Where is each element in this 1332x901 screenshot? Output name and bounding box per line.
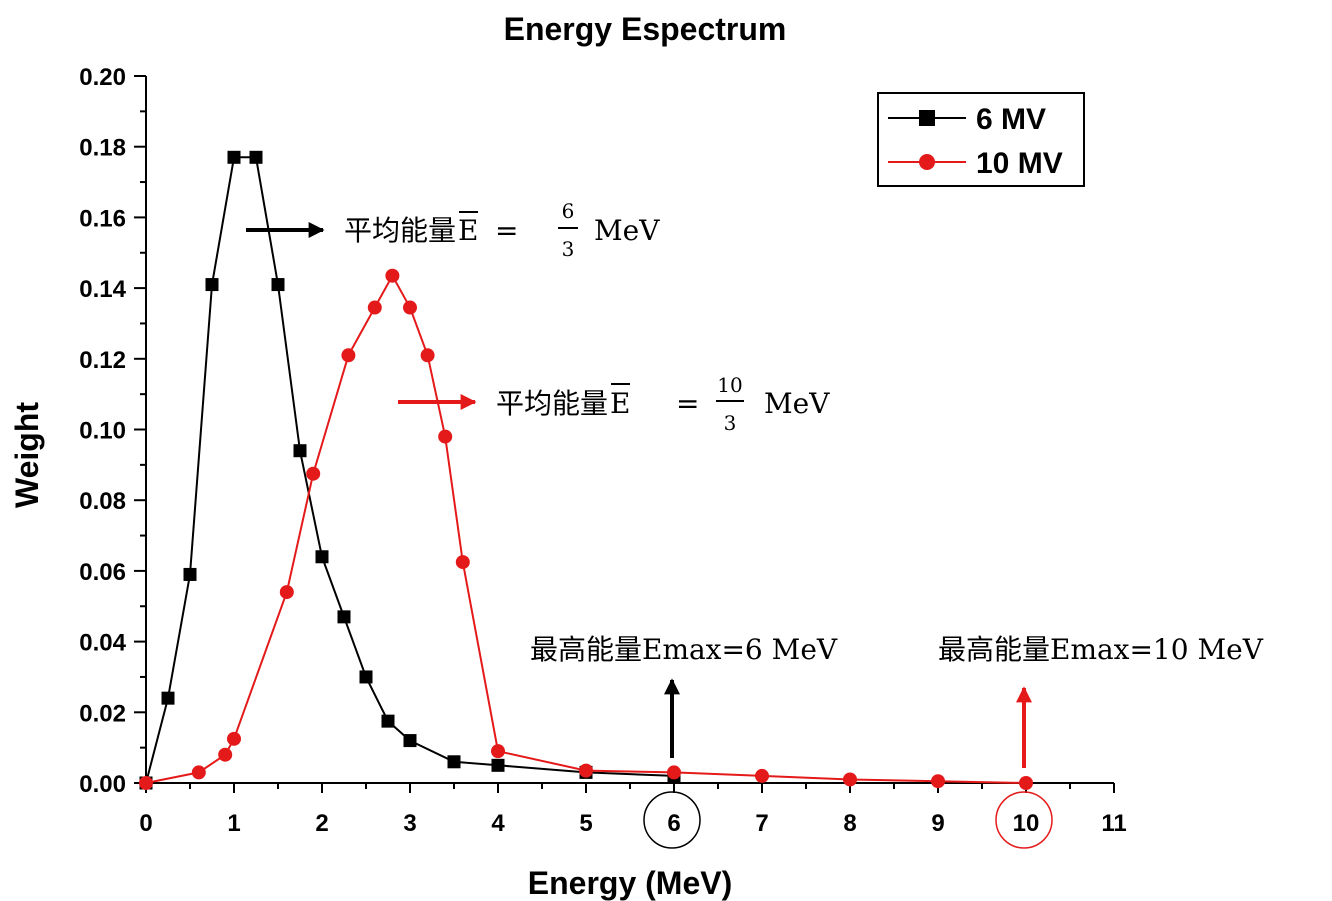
- y-tick-label: 0.02: [79, 700, 126, 727]
- data-point-10mv: [579, 763, 593, 778]
- x-tick-label: 4: [491, 810, 505, 837]
- x-tick-label: 6: [667, 810, 680, 837]
- max-6mv-label: 最高能量Emax=6 MeV: [530, 633, 838, 666]
- data-point-6mv: [403, 734, 417, 748]
- y-tick-label: 0.04: [79, 630, 126, 657]
- data-point-10mv: [385, 268, 400, 283]
- data-point-10mv: [306, 466, 321, 481]
- data-point-6mv: [293, 444, 307, 458]
- y-tick-label: 0.20: [79, 64, 126, 91]
- chart-title: Energy Espectrum: [504, 11, 787, 47]
- mean-6mv-symbol: E: [458, 214, 478, 247]
- mean-10mv-annotation: 平均能量 E = 10 3 MeV: [496, 373, 830, 435]
- data-point-6mv: [337, 610, 351, 624]
- y-tick-label: 0.08: [79, 488, 126, 515]
- x-tick-label: 9: [931, 810, 944, 837]
- y-tick-label: 0.12: [79, 347, 126, 374]
- data-point-10mv: [403, 300, 417, 315]
- legend-label-6mv: 6 MV: [976, 103, 1046, 136]
- mean-6mv-denominator: 3: [562, 237, 575, 261]
- data-point-10mv: [491, 744, 505, 759]
- data-point-6mv: [183, 567, 197, 581]
- mean-10mv-numerator: 10: [717, 373, 742, 397]
- data-point-6mv: [205, 278, 219, 292]
- mean-10mv-equals: =: [676, 387, 699, 420]
- series-line-6mv: [145, 156, 675, 784]
- highlight-circle-10: [995, 791, 1053, 849]
- y-tick-label: 0.18: [79, 135, 126, 162]
- y-tick-label: 0.00: [79, 771, 126, 798]
- data-point-10mv: [455, 555, 470, 570]
- legend: 6 MV 10 MV: [877, 92, 1085, 187]
- data-point-6mv: [447, 755, 461, 769]
- data-point-10mv: [341, 348, 356, 363]
- data-point-10mv: [1019, 776, 1033, 790]
- data-point-6mv: [491, 758, 505, 772]
- y-axis-label: Weight: [9, 402, 45, 508]
- data-point-10mv: [843, 772, 857, 787]
- max-10mv-label: 最高能量Emax=10 MeV: [938, 633, 1264, 666]
- data-point-6mv: [381, 714, 395, 728]
- mean-10mv-denominator: 3: [724, 411, 737, 435]
- legend-marker-10mv: [919, 154, 935, 170]
- mean-6mv-unit: MeV: [594, 214, 660, 247]
- x-tick-label: 10: [1013, 810, 1040, 837]
- legend-label-10mv: 10 MV: [976, 147, 1063, 180]
- data-point-10mv: [367, 300, 382, 315]
- mean-6mv-prefix: 平均能量: [344, 214, 456, 247]
- data-point-10mv: [227, 731, 241, 746]
- data-point-10mv: [420, 348, 435, 363]
- data-point-6mv: [315, 550, 329, 564]
- highlight-circle-6: [643, 791, 701, 849]
- data-point-6mv: [271, 278, 285, 292]
- data-point-10mv: [755, 768, 769, 783]
- x-axis-label: Energy (MeV): [528, 865, 732, 901]
- y-tick-label: 0.16: [79, 205, 126, 232]
- mean-10mv-unit: MeV: [764, 387, 830, 420]
- mean-6mv-equals: =: [495, 214, 518, 247]
- data-point-10mv: [667, 765, 681, 780]
- x-tick-label: 7: [755, 810, 768, 837]
- data-point-10mv: [191, 765, 206, 780]
- x-tick-label: 8: [843, 810, 856, 837]
- x-tick-label: 3: [403, 810, 416, 837]
- x-tick-label: 1: [227, 810, 240, 837]
- x-tick-label: 0: [139, 810, 152, 837]
- x-tick-label: 2: [315, 810, 328, 837]
- data-point-6mv: [249, 150, 263, 164]
- series-line-10mv: [145, 273, 1027, 784]
- x-tick-label: 11: [1101, 810, 1126, 837]
- data-point-10mv: [438, 429, 453, 444]
- x-tick-label: 5: [579, 810, 592, 837]
- y-tick-label: 0.10: [79, 418, 126, 445]
- legend-marker-6mv: [919, 110, 935, 126]
- mean-10mv-symbol: E: [610, 387, 630, 420]
- data-point-10mv: [931, 774, 945, 789]
- data-point-10mv: [139, 776, 153, 790]
- mean-6mv-numerator: 6: [562, 199, 575, 223]
- mean-10mv-prefix: 平均能量: [496, 387, 608, 420]
- y-tick-label: 0.14: [79, 276, 126, 303]
- data-point-10mv: [279, 585, 294, 600]
- data-point-6mv: [227, 150, 241, 164]
- mean-6mv-annotation: 平均能量 E = 6 3 MeV: [344, 199, 660, 261]
- data-point-10mv: [218, 747, 233, 762]
- legend-box: [877, 92, 1085, 187]
- data-point-6mv: [161, 691, 175, 705]
- y-tick-label: 0.06: [79, 559, 126, 586]
- data-point-6mv: [359, 670, 373, 684]
